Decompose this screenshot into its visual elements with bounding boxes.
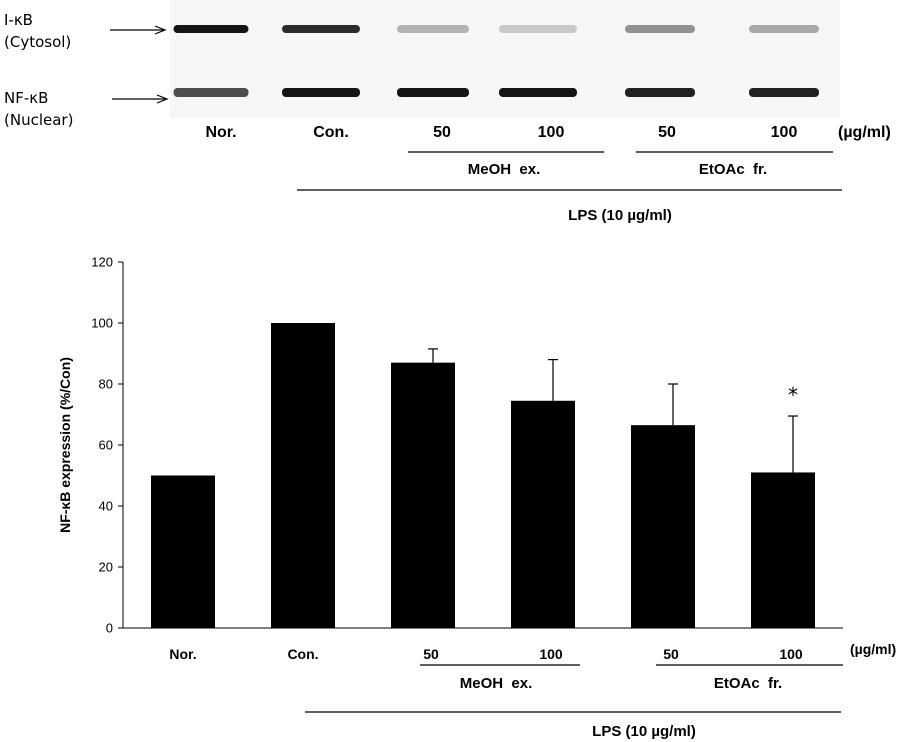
x-category-label: 100 (779, 646, 803, 662)
x-category-label: Con. (287, 646, 318, 662)
chart-unit-label: (µg/ml) (850, 641, 896, 657)
meoh-group-label: MeOH ex. (468, 161, 541, 178)
ikb-band (749, 25, 819, 33)
blot-lane-label: 50 (433, 124, 451, 141)
nfkb-arrowhead-icon (156, 94, 169, 104)
nfkb-fraction-label: (Nuclear) (4, 111, 73, 129)
ikb-label: I-κB (4, 11, 33, 29)
blot-lane-label: Nor. (205, 124, 236, 141)
bar (631, 425, 695, 628)
y-axis-ticks: 0 20 40 60 80 100 120 (91, 255, 123, 636)
bar (151, 475, 215, 628)
x-category-label: 50 (663, 646, 679, 662)
ikb-band (282, 25, 360, 33)
y-tick-label: 60 (99, 438, 113, 453)
bar (391, 362, 455, 628)
ikb-band (499, 25, 577, 33)
blot-lane-labels: Nor. Con. 50 100 50 100 (µg/ml) (205, 124, 890, 141)
nfkb-band (173, 88, 249, 97)
chart-lps-treatment-label: LPS (10 µg/ml) (592, 723, 696, 740)
nfkb-band (282, 88, 360, 97)
blot-membrane (170, 0, 840, 118)
x-category-label: Nor. (169, 646, 196, 662)
y-tick-label: 0 (106, 621, 113, 636)
blot-lane-label: 100 (771, 124, 798, 141)
etoac-group-label: EtOAc fr. (699, 161, 767, 178)
ikb-fraction-label: (Cytosol) (4, 33, 71, 51)
nfkb-band (397, 88, 469, 97)
bars: * (151, 323, 815, 628)
ikb-band (625, 25, 695, 33)
x-category-label: 100 (539, 646, 563, 662)
bar (751, 472, 815, 628)
significance-marker: * (788, 383, 798, 407)
y-tick-label: 80 (99, 377, 113, 392)
nfkb-band (749, 88, 819, 97)
y-tick-label: 100 (91, 316, 113, 331)
western-blot-panel: I-κB (Cytosol) NF-κB (Nuclear) Nor. Con.… (4, 0, 891, 224)
nfkb-band-row (173, 88, 819, 97)
x-axis-category-labels: Nor. Con. 50 100 50 100 (169, 646, 803, 662)
ikb-band (173, 25, 249, 33)
blot-lane-label: Con. (313, 124, 349, 141)
blot-lane-label: 50 (658, 124, 676, 141)
lps-treatment-label: LPS (10 µg/ml) (568, 207, 672, 224)
ikb-arrowhead-icon (154, 25, 167, 35)
bar-chart: 0 20 40 60 80 100 120 NF-κB expression (%/Con)… (57, 255, 896, 741)
bar (271, 323, 335, 628)
blot-unit-label: (µg/ml) (838, 124, 891, 141)
bar (511, 400, 575, 628)
nfkb-band (625, 88, 695, 97)
y-tick-label: 40 (99, 499, 113, 514)
ikb-band-row (173, 25, 819, 33)
x-category-label: 50 (423, 646, 439, 662)
y-tick-label: 20 (99, 560, 113, 575)
y-axis-title: NF-κB expression (%/Con) (57, 357, 73, 533)
nfkb-label: NF-κB (4, 89, 48, 107)
blot-lane-label: 100 (538, 124, 565, 141)
y-tick-label: 120 (91, 255, 113, 270)
chart-etoac-group-label: EtOAc fr. (714, 675, 782, 692)
ikb-band (397, 25, 469, 33)
nfkb-band (499, 88, 577, 97)
chart-meoh-group-label: MeOH ex. (460, 675, 533, 692)
